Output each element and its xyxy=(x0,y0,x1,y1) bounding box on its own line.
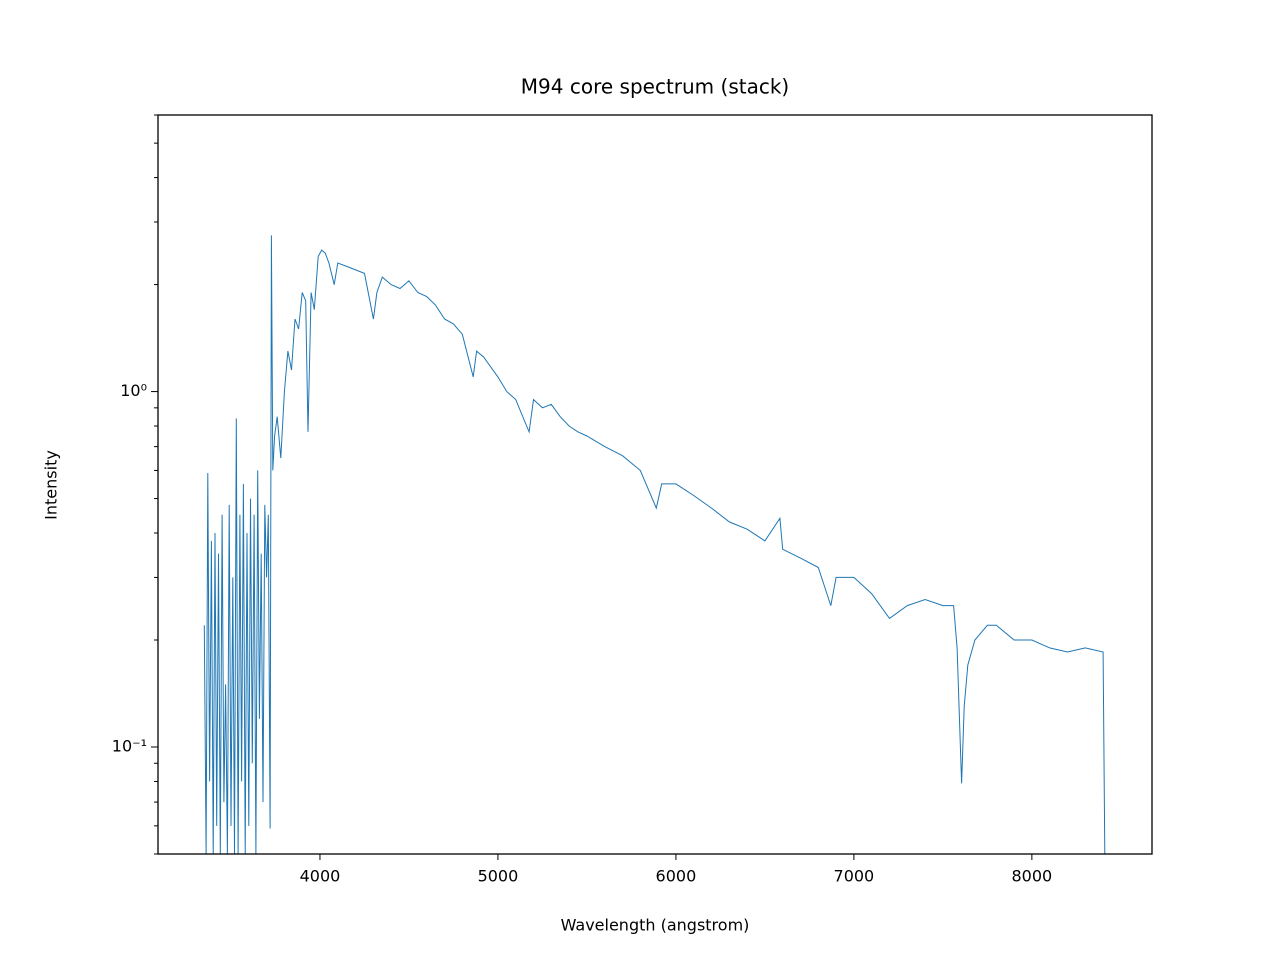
x-tick-label: 7000 xyxy=(834,867,875,886)
chart-title: M94 core spectrum (stack) xyxy=(521,75,789,99)
x-tick-label: 5000 xyxy=(478,867,519,886)
y-tick-label: 10⁰ xyxy=(120,381,147,400)
x-tick-label: 8000 xyxy=(1012,867,1053,886)
spectrum-line xyxy=(203,235,1106,854)
x-tick-label: 6000 xyxy=(656,867,697,886)
y-axis-label: Intensity xyxy=(42,450,61,520)
y-tick-label: 10⁻¹ xyxy=(112,737,147,756)
plot-frame xyxy=(157,114,1153,855)
x-axis-label: Wavelength (angstrom) xyxy=(561,916,750,935)
x-tick-label: 4000 xyxy=(300,867,341,886)
